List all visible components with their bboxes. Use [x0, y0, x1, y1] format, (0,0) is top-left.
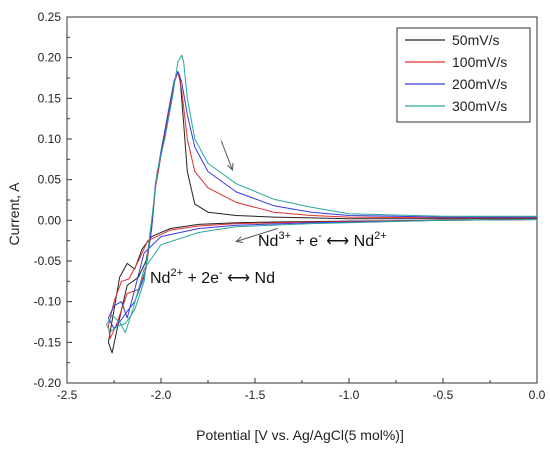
- legend-label: 100mV/s: [452, 54, 507, 70]
- y-tick-label: 0.25: [38, 10, 62, 24]
- y-tick-label: 0.20: [38, 51, 62, 65]
- x-tick-label: -2.5: [57, 388, 78, 402]
- direction-arrows: [220, 140, 278, 243]
- y-tick-label: -0.15: [34, 335, 62, 349]
- y-tick-label: -0.10: [34, 295, 62, 309]
- direction-arrow-head: [235, 236, 244, 243]
- legend-label: 200mV/s: [452, 76, 507, 92]
- annotation-nd2-reduction: Nd2+ + 2e- ⟷ Nd: [150, 267, 275, 287]
- axis-ticks: -2.5 -2.0 -1.5 -1.0 -0.5 0.0 -0.20 -0.15 -0.10 -0…: [34, 10, 546, 402]
- x-axis-title: Potential [V vs. Ag/AgCl(5 mol%)]: [196, 427, 404, 443]
- legend-label: 300mV/s: [452, 98, 507, 114]
- legend-label: 50mV/s: [452, 32, 499, 48]
- y-axis-title: Current, A: [6, 182, 22, 246]
- y-tick-label: 0.05: [38, 173, 62, 187]
- series-line-300mvs: [106, 54, 538, 334]
- x-tick-label: -0.5: [433, 388, 454, 402]
- x-tick-label: -1.5: [245, 388, 266, 402]
- annotation-nd3-reduction: Nd3+ + e- ⟷ Nd2+: [258, 230, 387, 250]
- series-line-100mvs: [107, 71, 538, 339]
- direction-arrow-shaft: [220, 140, 233, 171]
- y-tick-label: -0.20: [34, 376, 62, 390]
- y-tick-label: -0.05: [34, 254, 62, 268]
- y-tick-label: 0.15: [38, 91, 62, 105]
- legend: 50mV/s 100mV/s 200mV/s 300mV/s: [396, 27, 531, 123]
- x-tick-label: -2.0: [151, 388, 172, 402]
- x-tick-label: -1.0: [339, 388, 360, 402]
- series-line-50mvs: [107, 71, 538, 354]
- x-tick-label: 0.0: [529, 388, 546, 402]
- y-tick-label: 0.10: [38, 132, 62, 146]
- direction-arrow-shaft: [236, 227, 278, 242]
- series-group: [106, 54, 538, 354]
- direction-arrow-head: [226, 162, 234, 171]
- y-tick-label: 0.00: [38, 213, 62, 227]
